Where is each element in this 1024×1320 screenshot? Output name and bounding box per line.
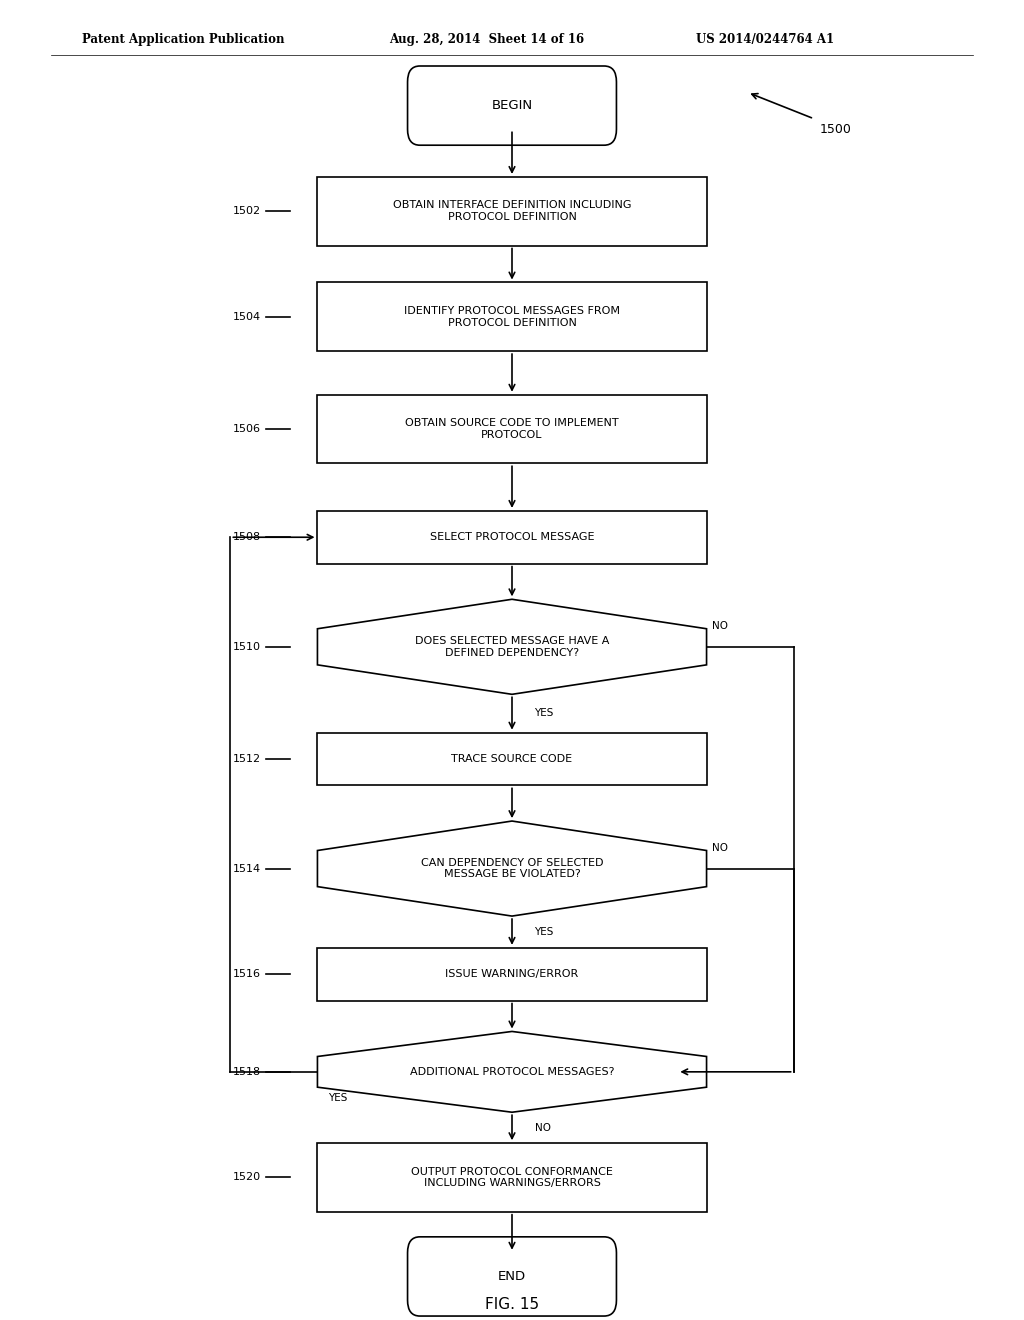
Text: 1502: 1502 xyxy=(233,206,261,216)
Polygon shape xyxy=(317,1031,707,1113)
Text: CAN DEPENDENCY OF SELECTED
MESSAGE BE VIOLATED?: CAN DEPENDENCY OF SELECTED MESSAGE BE VI… xyxy=(421,858,603,879)
Text: 1512: 1512 xyxy=(233,754,261,764)
Text: YES: YES xyxy=(535,927,554,937)
Text: Patent Application Publication: Patent Application Publication xyxy=(82,33,285,46)
Text: IDENTIFY PROTOCOL MESSAGES FROM
PROTOCOL DEFINITION: IDENTIFY PROTOCOL MESSAGES FROM PROTOCOL… xyxy=(404,306,620,327)
Text: OBTAIN SOURCE CODE TO IMPLEMENT
PROTOCOL: OBTAIN SOURCE CODE TO IMPLEMENT PROTOCOL xyxy=(406,418,618,440)
Bar xyxy=(317,177,707,246)
Text: SELECT PROTOCOL MESSAGE: SELECT PROTOCOL MESSAGE xyxy=(430,532,594,543)
Text: 1520: 1520 xyxy=(233,1172,261,1183)
Text: END: END xyxy=(498,1270,526,1283)
Text: 1504: 1504 xyxy=(233,312,261,322)
Bar xyxy=(317,395,707,463)
Text: YES: YES xyxy=(535,709,554,718)
Text: DOES SELECTED MESSAGE HAVE A
DEFINED DEPENDENCY?: DOES SELECTED MESSAGE HAVE A DEFINED DEP… xyxy=(415,636,609,657)
Text: OUTPUT PROTOCOL CONFORMANCE
INCLUDING WARNINGS/ERRORS: OUTPUT PROTOCOL CONFORMANCE INCLUDING WA… xyxy=(411,1167,613,1188)
Text: 1500: 1500 xyxy=(819,123,851,136)
Bar xyxy=(317,948,707,1001)
Text: 1506: 1506 xyxy=(233,424,261,434)
Text: 1516: 1516 xyxy=(233,969,261,979)
Text: ADDITIONAL PROTOCOL MESSAGES?: ADDITIONAL PROTOCOL MESSAGES? xyxy=(410,1067,614,1077)
Text: 1518: 1518 xyxy=(233,1067,261,1077)
Bar xyxy=(317,1143,707,1212)
FancyBboxPatch shape xyxy=(408,66,616,145)
Text: NO: NO xyxy=(535,1123,551,1133)
Text: 1510: 1510 xyxy=(233,642,261,652)
Bar xyxy=(317,733,707,785)
FancyBboxPatch shape xyxy=(408,1237,616,1316)
Bar xyxy=(317,511,707,564)
Text: US 2014/0244764 A1: US 2014/0244764 A1 xyxy=(696,33,835,46)
Text: FIG. 15: FIG. 15 xyxy=(485,1296,539,1312)
Polygon shape xyxy=(317,821,707,916)
Text: OBTAIN INTERFACE DEFINITION INCLUDING
PROTOCOL DEFINITION: OBTAIN INTERFACE DEFINITION INCLUDING PR… xyxy=(393,201,631,222)
Text: TRACE SOURCE CODE: TRACE SOURCE CODE xyxy=(452,754,572,764)
Bar xyxy=(317,282,707,351)
Text: NO: NO xyxy=(712,842,728,853)
Text: YES: YES xyxy=(328,1093,347,1104)
Text: NO: NO xyxy=(712,620,728,631)
Text: ISSUE WARNING/ERROR: ISSUE WARNING/ERROR xyxy=(445,969,579,979)
Text: BEGIN: BEGIN xyxy=(492,99,532,112)
Polygon shape xyxy=(317,599,707,694)
Text: Aug. 28, 2014  Sheet 14 of 16: Aug. 28, 2014 Sheet 14 of 16 xyxy=(389,33,585,46)
Text: 1508: 1508 xyxy=(233,532,261,543)
Text: 1514: 1514 xyxy=(233,863,261,874)
